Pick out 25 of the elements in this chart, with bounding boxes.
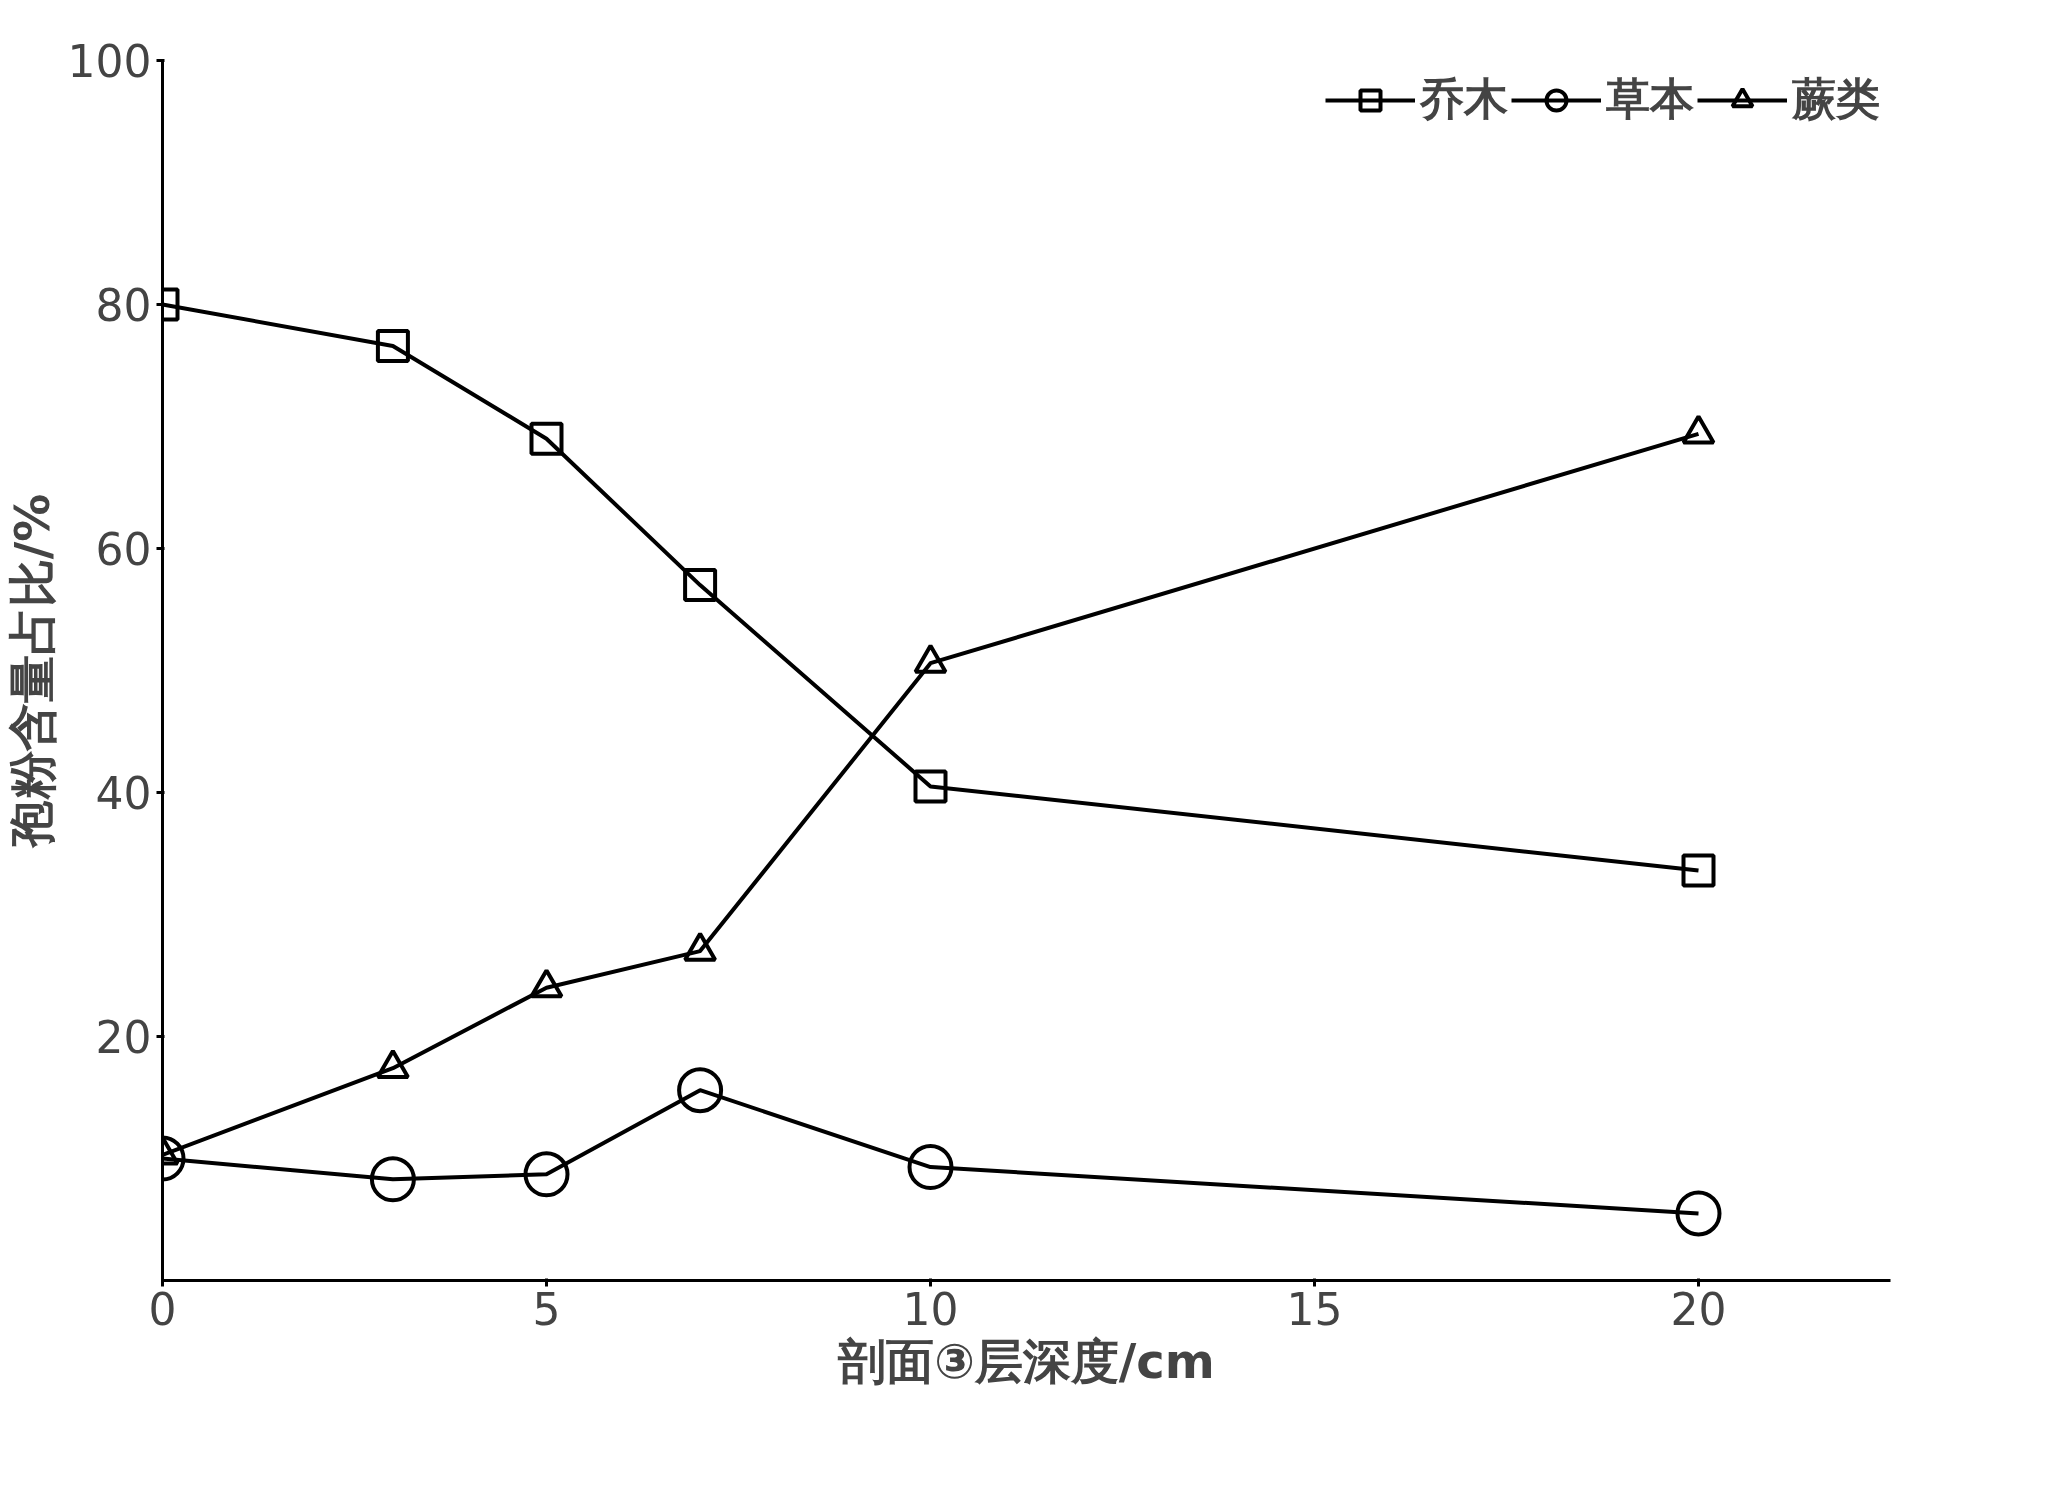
x-tick-label: 10	[902, 1283, 959, 1335]
point	[1681, 853, 1716, 888]
point	[913, 769, 948, 804]
y-tick-label: 60	[95, 524, 152, 575]
point	[677, 1067, 724, 1114]
y-tick-label: 100	[67, 36, 152, 87]
x-tick-label: 15	[1286, 1283, 1343, 1335]
y-tick-label: 80	[95, 280, 152, 331]
point	[907, 1144, 954, 1190]
point	[369, 1156, 416, 1203]
x-tick-label: 0	[148, 1283, 177, 1335]
x-tick-label: 5	[532, 1283, 561, 1335]
y-axis-title: 孢粉含量占比/%	[3, 493, 60, 850]
legend-label: 蕨类	[1792, 72, 1880, 126]
legend-label: 乔木	[1420, 72, 1508, 126]
point	[1675, 1190, 1722, 1237]
x-tick-label: 20	[1670, 1283, 1727, 1335]
legend-label: 草本	[1606, 72, 1694, 126]
point	[523, 1151, 570, 1198]
y-tick-label: 40	[95, 768, 152, 819]
x-axis-title: 剖面③层深度/cm	[837, 1332, 1215, 1389]
point	[683, 568, 718, 603]
y-tick-label: 20	[95, 1012, 152, 1063]
point	[375, 328, 410, 363]
point	[529, 421, 564, 456]
